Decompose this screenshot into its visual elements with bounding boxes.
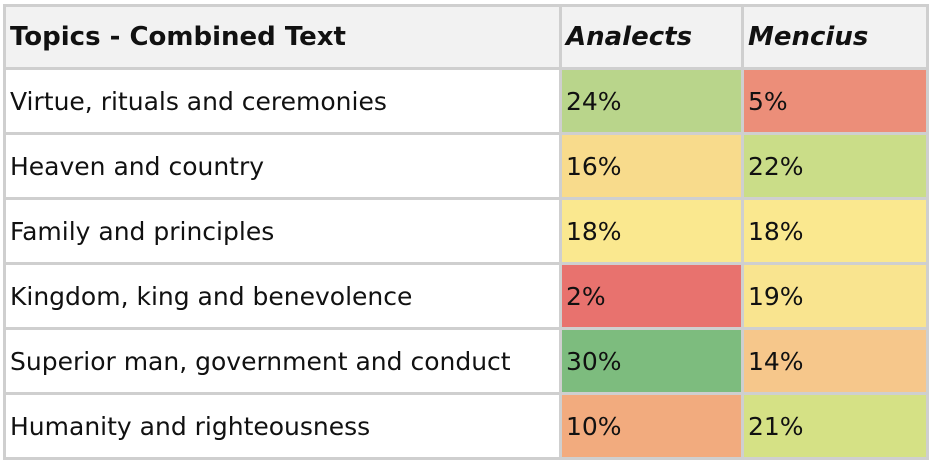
table-row: Humanity and righteousness 10% 21%	[3, 395, 929, 460]
topic-cell[interactable]: Family and principles	[3, 200, 562, 265]
table-row: Superior man, government and conduct 30%…	[3, 330, 929, 395]
topic-cell[interactable]: Heaven and country	[3, 135, 562, 200]
table-row: Family and principles 18% 18%	[3, 200, 929, 265]
mencius-cell[interactable]: 19%	[744, 265, 929, 330]
header-topics[interactable]: Topics - Combined Text	[3, 4, 562, 70]
mencius-cell[interactable]: 22%	[744, 135, 929, 200]
header-mencius[interactable]: Mencius	[744, 4, 929, 70]
heatmap-table: Topics - Combined Text Analects Mencius …	[3, 4, 929, 460]
analects-cell[interactable]: 16%	[562, 135, 744, 200]
topic-cell[interactable]: Humanity and righteousness	[3, 395, 562, 460]
analects-cell[interactable]: 30%	[562, 330, 744, 395]
analects-cell[interactable]: 24%	[562, 70, 744, 135]
mencius-cell[interactable]: 14%	[744, 330, 929, 395]
mencius-cell[interactable]: 18%	[744, 200, 929, 265]
header-analects[interactable]: Analects	[562, 4, 744, 70]
table-row: Heaven and country 16% 22%	[3, 135, 929, 200]
header-row: Topics - Combined Text Analects Mencius	[3, 4, 929, 70]
mencius-cell[interactable]: 5%	[744, 70, 929, 135]
topic-cell[interactable]: Superior man, government and conduct	[3, 330, 562, 395]
table-row: Kingdom, king and benevolence 2% 19%	[3, 265, 929, 330]
analects-cell[interactable]: 10%	[562, 395, 744, 460]
mencius-cell[interactable]: 21%	[744, 395, 929, 460]
analects-cell[interactable]: 18%	[562, 200, 744, 265]
table-row: Virtue, rituals and ceremonies 24% 5%	[3, 70, 929, 135]
topic-cell[interactable]: Kingdom, king and benevolence	[3, 265, 562, 330]
topic-cell[interactable]: Virtue, rituals and ceremonies	[3, 70, 562, 135]
analects-cell[interactable]: 2%	[562, 265, 744, 330]
